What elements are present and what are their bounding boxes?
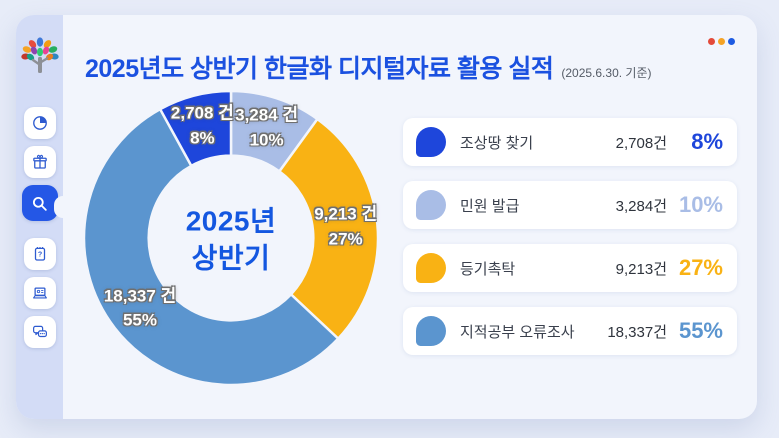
legend-row: 민원 발급 3,284건 10% — [403, 181, 737, 229]
legend-count: 9,213건 — [615, 260, 667, 278]
blue-dot[interactable] — [728, 38, 735, 45]
svg-text:?: ? — [37, 251, 41, 259]
sidebar-item-gift[interactable] — [23, 146, 56, 178]
legend-label: 민원 발급 — [460, 197, 520, 215]
sidebar: ? — [16, 15, 63, 419]
window-dots — [708, 38, 735, 45]
donut-segment — [158, 89, 233, 168]
legend-bubble-icon — [416, 190, 446, 220]
donut-segment-label: 18,337 건 55% — [103, 285, 177, 330]
sidebar-item-laptop[interactable] — [23, 277, 56, 309]
donut-segment-label: 9,213 건 27% — [314, 204, 378, 249]
page-title-text: 2025년도 상반기 한글화 디지털자료 활용 실적 — [85, 55, 554, 83]
legend-count: 2,708건 — [615, 134, 667, 152]
search-icon — [32, 196, 47, 211]
dashboard-card: ? — [16, 15, 757, 419]
red-dot[interactable] — [708, 38, 715, 45]
sidebar-nav: ? — [21, 107, 58, 355]
donut-chart: 3,284 건 10% 9,213 건 27% 18,337 건 55% 2,708 건 8%… — [81, 88, 381, 388]
main-content: 2025년도 상반기 한글화 디지털자료 활용 실적 (2025.6.30. 기준… — [63, 15, 757, 419]
chat-icon — [32, 325, 47, 338]
donut-segment — [82, 107, 340, 387]
pie-chart-icon — [32, 116, 47, 130]
legend-label: 등기촉탁 — [460, 260, 516, 278]
orange-dot[interactable] — [718, 38, 725, 45]
legend-count: 3,284건 — [615, 197, 667, 215]
legend-percent: 10% — [678, 192, 723, 217]
donut-segment — [278, 117, 380, 340]
laptop-icon — [32, 287, 47, 299]
legend-bubble-icon — [416, 253, 446, 283]
donut-segment-label: 2,708 건 8% — [170, 103, 234, 148]
legend-label: 조상땅 찾기 — [460, 134, 534, 152]
legend-percent: 27% — [678, 255, 723, 280]
legend-row: 조상땅 찾기 2,708건 8% — [403, 118, 737, 166]
page-title: 2025년도 상반기 한글화 디지털자료 활용 실적 (2025.6.30. 기준… — [85, 49, 652, 85]
note-question-icon: ? — [34, 247, 45, 261]
page-subtitle: (2025.6.30. 기준) — [561, 66, 652, 80]
donut-segment-label: 3,284 건 10% — [235, 105, 299, 150]
legend-bubble-icon — [416, 316, 446, 346]
legend-percent: 8% — [691, 129, 723, 154]
tree-logo — [20, 37, 59, 79]
legend: 조상땅 찾기 2,708건 8% 민원 발급 3,284건 10% 등기촉탁 9… — [403, 118, 737, 370]
gift-icon — [32, 154, 47, 169]
sidebar-item-search[interactable] — [21, 185, 58, 221]
sidebar-item-note[interactable]: ? — [23, 238, 56, 270]
sidebar-item-pie-chart[interactable] — [23, 107, 56, 139]
legend-bubble-icon — [416, 127, 446, 157]
sidebar-item-chat[interactable] — [23, 316, 56, 348]
active-item-notch — [54, 196, 63, 218]
legend-row: 지적공부 오류조사 18,337건 55% — [403, 307, 737, 355]
legend-row: 등기촉탁 9,213건 27% — [403, 244, 737, 292]
legend-label: 지적공부 오류조사 — [460, 323, 575, 341]
legend-percent: 55% — [678, 318, 723, 343]
legend-count: 18,337건 — [607, 323, 667, 341]
donut-center-label: 2025년 상반기 — [185, 205, 277, 274]
